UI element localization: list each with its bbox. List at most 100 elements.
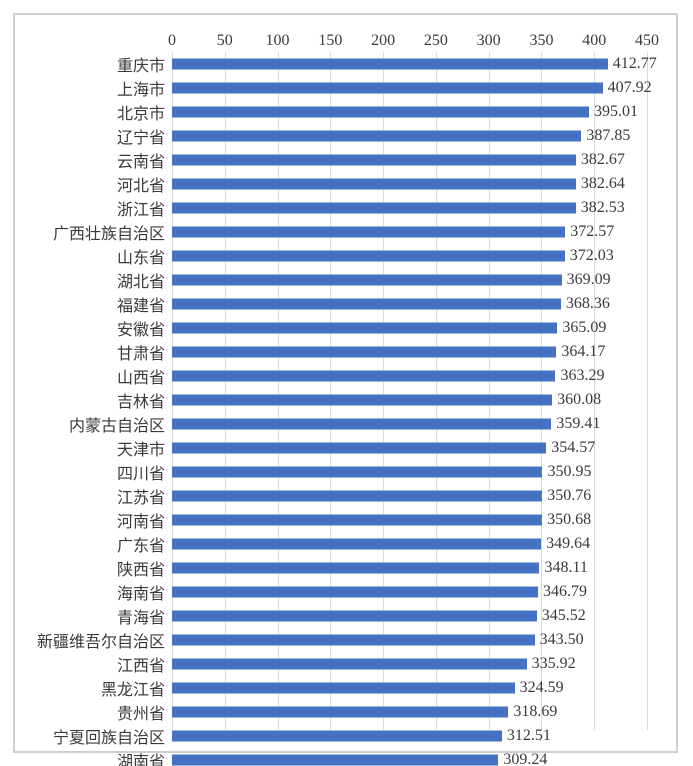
bar [172,682,515,694]
value-label: 335.92 [531,655,576,672]
gridline [383,52,385,730]
value-label: 382.53 [580,199,625,216]
value-label: 407.92 [607,79,652,96]
bar-row: 河南省 350.68 [15,508,676,532]
value-label: 360.08 [557,391,602,408]
value-label: 412.77 [612,55,657,72]
category-label: 福建省 [116,298,165,315]
bar [172,106,589,118]
category-label: 云南省 [116,154,165,171]
bar [172,58,608,70]
bar [172,418,552,430]
bar-row: 山西省 363.29 [15,364,676,388]
value-label: 350.68 [547,511,592,528]
gridline [488,52,490,730]
bar-track: 382.53 [172,196,647,220]
gridline [435,52,437,730]
category-label: 河北省 [116,178,165,195]
bar-row: 贵州省 318.69 [15,700,676,724]
x-axis-tick-label: 450 [635,32,659,49]
value-label: 363.29 [560,367,605,384]
category-label: 山东省 [116,250,165,267]
bar-row: 湖南省 309.24 [15,748,676,766]
x-axis-tick-label: 100 [265,32,290,49]
x-axis-tick-label: 50 [216,32,233,49]
bar [172,538,542,550]
value-label: 343.50 [539,631,584,648]
gridline [541,52,543,730]
bar-track: 363.29 [172,364,647,388]
bar-row: 青海省 345.52 [15,604,676,628]
bar-track: 372.03 [172,244,647,268]
value-label: 350.76 [547,487,592,504]
gridline [277,52,279,730]
bar-row: 宁夏回族自治区 312.51 [15,724,676,748]
bar-track: 365.09 [172,316,647,340]
bar-track: 343.50 [172,628,647,652]
category-label: 甘肃省 [116,346,165,363]
value-label: 387.85 [586,127,631,144]
value-label: 382.67 [580,151,625,168]
bar [172,274,562,286]
value-label: 372.03 [569,247,614,264]
bar-row: 海南省 346.79 [15,580,676,604]
x-axis-tick-label: 350 [529,32,554,49]
bar-track: 395.01 [172,100,647,124]
category-label: 山西省 [116,370,165,387]
bar [172,250,565,262]
bar-track: 345.52 [172,604,647,628]
category-label: 安徽省 [116,322,165,339]
category-label: 黑龙江省 [100,682,165,699]
value-label: 364.17 [561,343,606,360]
value-label: 369.09 [566,271,611,288]
value-label: 318.69 [513,703,558,720]
value-label: 382.64 [580,175,625,192]
value-label: 365.09 [562,319,607,336]
value-label: 372.57 [570,223,615,240]
category-label: 北京市 [116,106,165,123]
category-label: 内蒙古自治区 [68,418,165,435]
bar-row: 北京市 395.01 [15,100,676,124]
bar [172,178,576,190]
bar-row: 江西省 335.92 [15,652,676,676]
value-label: 348.11 [544,559,588,576]
bar-track: 372.57 [172,220,647,244]
x-axis-tick-label: 200 [371,32,396,49]
bar-row: 山东省 372.03 [15,244,676,268]
category-label: 宁夏回族自治区 [52,730,165,747]
category-label: 贵州省 [116,706,165,723]
value-label: 345.52 [541,607,586,624]
bar-row: 广西壮族自治区 372.57 [15,220,676,244]
x-axis: 0 50 100 150 200 250 300 350 400 450 [168,15,659,52]
category-label: 天津市 [116,442,165,459]
category-label: 青海省 [116,610,165,627]
category-label: 辽宁省 [116,130,165,147]
category-label: 浙江省 [116,202,165,219]
x-axis-tick-label: 250 [423,32,448,49]
bar-row: 湖北省 369.09 [15,268,676,292]
bar-track: 350.68 [172,508,647,532]
x-axis-tick-label: 400 [582,32,607,49]
bar [172,490,543,502]
bar [172,442,547,454]
category-label: 重庆市 [116,58,165,75]
bar-track: 412.77 [172,52,657,76]
bar [172,658,527,670]
value-label: 349.64 [546,535,591,552]
bar [172,394,553,406]
bar-track: 312.51 [172,724,647,748]
bar [172,322,558,334]
bar-row: 辽宁省 387.85 [15,124,676,148]
bar [172,298,561,310]
chart-frame: 0 50 100 150 200 250 300 350 400 450 重庆市 412.77 上海市… [13,13,678,766]
value-label: 309.24 [503,751,548,766]
value-label: 368.36 [565,295,610,312]
bar-row: 安徽省 365.09 [15,316,676,340]
gridline [647,52,648,730]
bar [172,754,499,766]
bar-row: 四川省 350.95 [15,460,676,484]
bar-row: 云南省 382.67 [15,148,676,172]
plot-region: 重庆市 412.77 上海市 407.92 北京市 395.01 辽宁省 387.85 云南省 3… [15,52,676,766]
bar [172,730,502,742]
bar-track: 324.59 [172,676,647,700]
